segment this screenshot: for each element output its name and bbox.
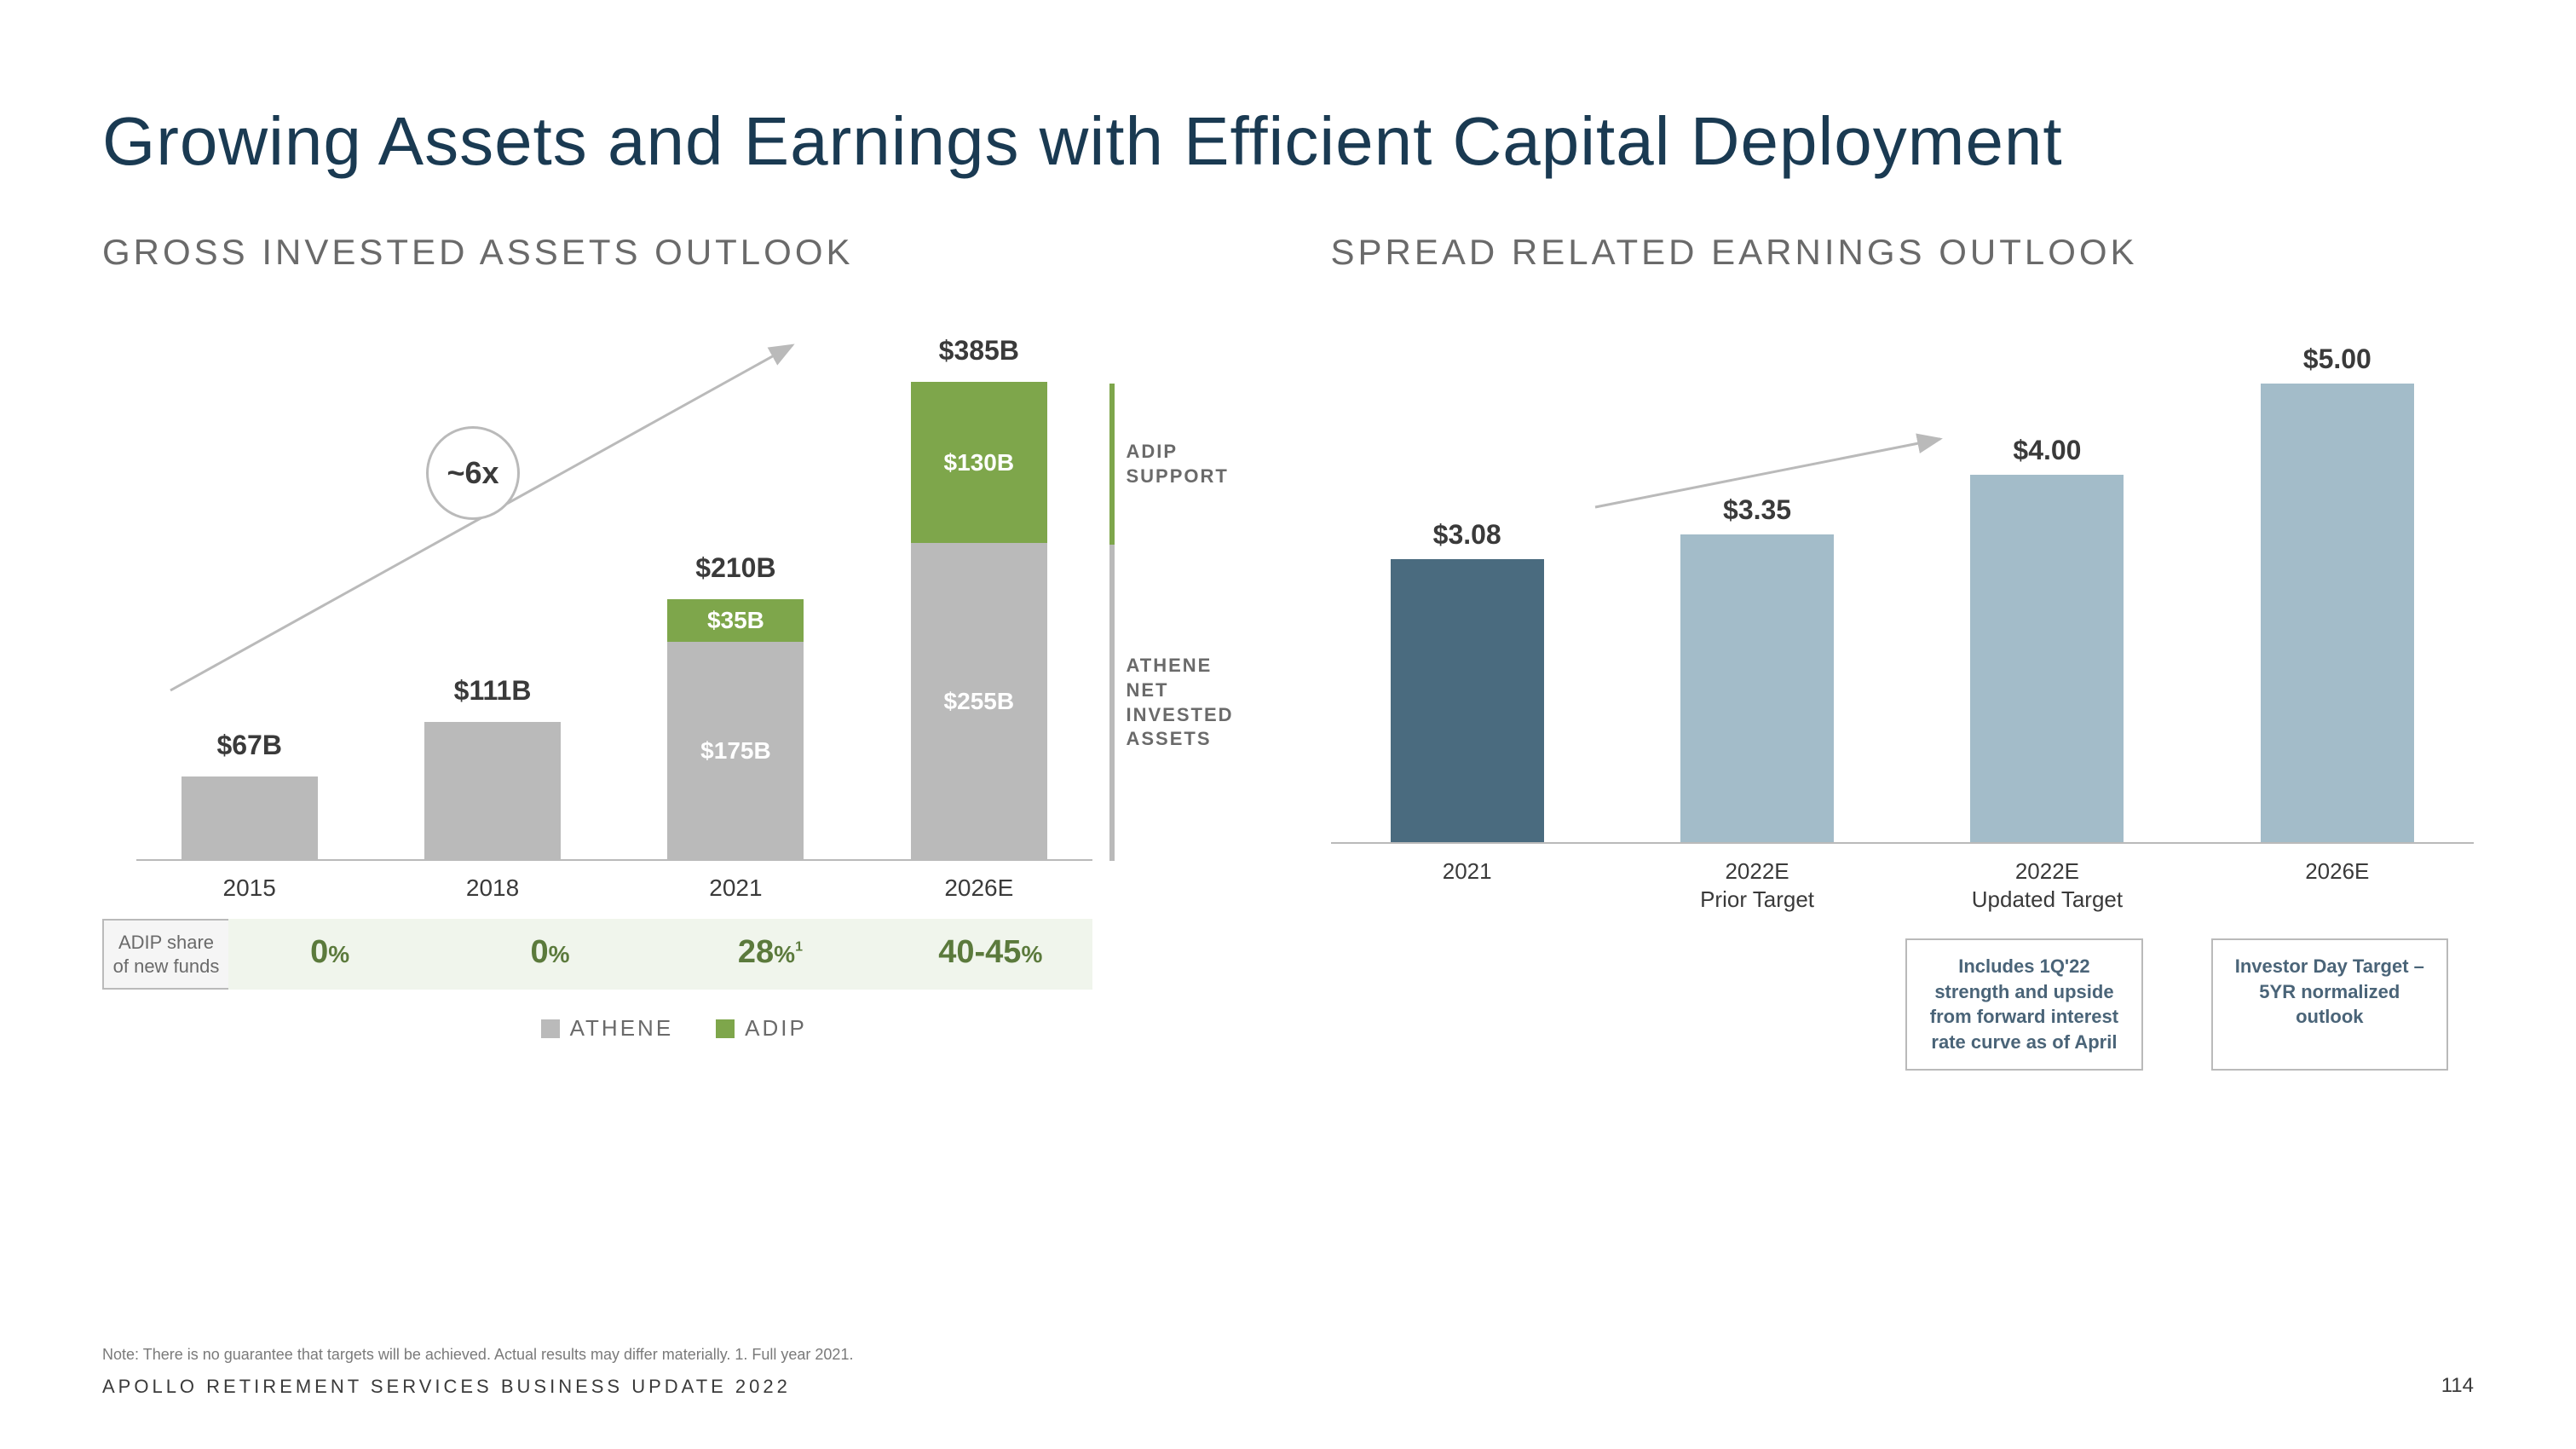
bar-athene-label-3: $255B bbox=[944, 688, 1015, 715]
bar-athene-3: $255B bbox=[911, 543, 1047, 859]
right-bar-label-1: $3.35 bbox=[1723, 494, 1791, 526]
right-bar-2: $4.00 bbox=[1936, 315, 2158, 842]
share-label: ADIP share of new funds bbox=[102, 919, 230, 990]
legend: ATHENE ADIP bbox=[102, 1015, 1246, 1042]
bar-athene-1 bbox=[424, 722, 561, 859]
note-box-1: Includes 1Q'22 strength and upside from … bbox=[1905, 938, 2142, 1071]
left-panel: GROSS INVESTED ASSETS OUTLOOK ~6x $67B$1… bbox=[102, 232, 1246, 1381]
bar-athene-2: $175B bbox=[667, 642, 804, 859]
legend-adip: ADIP bbox=[716, 1015, 807, 1042]
footnote: Note: There is no guarantee that targets… bbox=[102, 1346, 853, 1364]
year-2: 2021 bbox=[648, 875, 823, 902]
bar-adip-2: $35B bbox=[667, 599, 804, 643]
right-bar-label-0: $3.08 bbox=[1433, 519, 1501, 551]
bar-athene-label-2: $175B bbox=[700, 737, 771, 765]
right-bar-label-3: $5.00 bbox=[2303, 343, 2371, 375]
year-1: 2018 bbox=[405, 875, 579, 902]
share-value-0: 0% bbox=[254, 934, 406, 974]
right-bar-rect-3 bbox=[2261, 384, 2414, 842]
bar-total-1: $111B bbox=[454, 675, 532, 707]
right-cat-2: 2022EUpdated Target bbox=[1936, 857, 2158, 913]
side-label-adip: ADIPSUPPORT bbox=[1127, 440, 1229, 488]
stacked-bar-2: $210B $175B $35B bbox=[648, 315, 823, 859]
side-label-athene: ATHENENETINVESTEDASSETS bbox=[1127, 654, 1234, 751]
right-cat-3: 2026E bbox=[2227, 857, 2448, 913]
right-bar-3: $5.00 bbox=[2227, 315, 2448, 842]
right-bar-rect-0 bbox=[1391, 559, 1544, 842]
footer: Note: There is no guarantee that targets… bbox=[102, 1346, 2474, 1398]
right-bar-0: $3.08 bbox=[1357, 315, 1578, 842]
stacked-chart: ~6x $67B$111B$210B$175B$35B$385B$255B$13… bbox=[102, 315, 1246, 861]
stacked-bar-1: $111B bbox=[405, 315, 579, 859]
page-title: Growing Assets and Earnings with Efficie… bbox=[102, 102, 2474, 181]
page-number: 114 bbox=[2441, 1374, 2474, 1398]
share-values-row: 0% 0% 28%1 40-45% bbox=[228, 919, 1092, 990]
right-bar-label-2: $4.00 bbox=[2013, 435, 2081, 466]
bar-total-3: $385B bbox=[939, 335, 1019, 367]
share-value-3: 40-45% bbox=[914, 934, 1066, 974]
left-section-title: GROSS INVESTED ASSETS OUTLOOK bbox=[102, 232, 1246, 273]
stacked-bar-0: $67B bbox=[162, 315, 337, 859]
year-3: 2026E bbox=[891, 875, 1066, 902]
bar-adip-3: $130B bbox=[911, 382, 1047, 543]
share-value-2: 28%1 bbox=[694, 934, 846, 974]
share-value-1: 0% bbox=[474, 934, 625, 974]
right-section-title: SPREAD RELATED EARNINGS OUTLOOK bbox=[1331, 232, 2475, 273]
year-0: 2015 bbox=[162, 875, 337, 902]
bar-total-0: $67B bbox=[216, 730, 282, 761]
legend-adip-label: ADIP bbox=[745, 1015, 807, 1042]
right-bar-1: $3.35 bbox=[1646, 315, 1868, 842]
footer-title: APOLLO RETIREMENT SERVICES BUSINESS UPDA… bbox=[102, 1376, 853, 1398]
bar-adip-label-3: $130B bbox=[944, 449, 1015, 476]
right-cat-0: 2021 bbox=[1357, 857, 1578, 913]
bar-total-2: $210B bbox=[695, 552, 775, 584]
bar-adip-label-2: $35B bbox=[707, 607, 764, 634]
note-box-2: Investor Day Target – 5YR normalized out… bbox=[2211, 938, 2448, 1071]
legend-athene-label: ATHENE bbox=[570, 1015, 674, 1042]
stacked-bar-3: $385B $255B $130B bbox=[891, 315, 1066, 859]
right-bar-rect-2 bbox=[1970, 475, 2124, 842]
right-bar-rect-1 bbox=[1680, 534, 1834, 842]
bar-athene-0 bbox=[182, 776, 318, 859]
right-cat-1: 2022EPrior Target bbox=[1646, 857, 1868, 913]
right-chart: $3.08 $3.35 $4.00 $5.00 bbox=[1331, 315, 2475, 844]
legend-athene: ATHENE bbox=[541, 1015, 674, 1042]
right-panel: SPREAD RELATED EARNINGS OUTLOOK $3.08$3.… bbox=[1331, 232, 2475, 1381]
